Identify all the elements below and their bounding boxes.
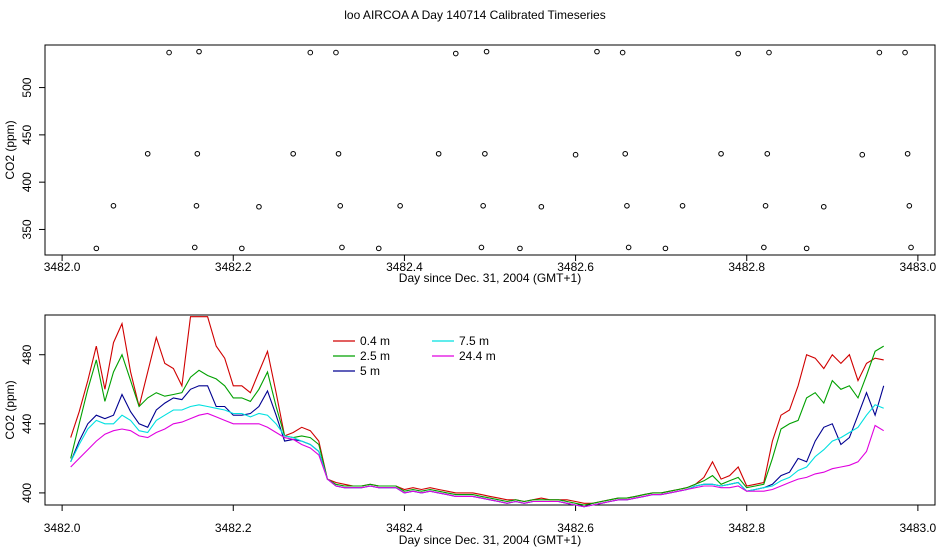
data-point xyxy=(193,203,200,209)
plot-panel-2: 0.4 m2.5 m5 m 7.5 m24.4 m xyxy=(39,314,936,511)
legend-label: 7.5 m xyxy=(459,334,489,348)
data-point xyxy=(662,245,669,252)
x-tick-label: 3482.4 xyxy=(386,260,423,274)
y-axis-label: CO2 (ppm) xyxy=(3,380,17,439)
series-line-2 xyxy=(70,345,884,506)
data-point xyxy=(904,150,911,157)
legend-label: 2.5 m xyxy=(360,349,390,363)
x-axis-label: Day since Dec. 31, 2004 (GMT+1) xyxy=(399,533,581,547)
data-point xyxy=(902,49,908,56)
x-tick-label: 3483.0 xyxy=(900,521,937,535)
data-point xyxy=(762,203,769,209)
data-point xyxy=(375,245,382,252)
legend-label: 5 m xyxy=(360,364,380,378)
data-point xyxy=(93,245,100,252)
data-point xyxy=(191,244,198,251)
x-tick-label: 3482.6 xyxy=(557,260,594,274)
y-axis-label: CO2 (ppm) xyxy=(3,120,17,179)
legend: 0.4 m2.5 m5 m 7.5 m24.4 m xyxy=(333,334,496,378)
y-tick-label: 450 xyxy=(20,125,34,145)
data-point xyxy=(480,203,486,209)
x-tick-label: 3482.2 xyxy=(215,260,252,274)
y-tick-label: 400 xyxy=(20,483,34,503)
series-line-1 xyxy=(70,316,884,504)
y-tick-label: 400 xyxy=(20,172,34,192)
x-tick-label: 3482.6 xyxy=(557,521,594,535)
x-tick-label: 3482.8 xyxy=(728,260,765,274)
series-line-5 xyxy=(70,412,884,508)
plot-frame xyxy=(44,314,936,506)
data-point xyxy=(735,50,741,57)
data-point xyxy=(239,245,245,252)
data-point xyxy=(859,151,866,158)
data-point xyxy=(166,49,172,56)
x-tick-label: 3482.4 xyxy=(386,521,423,535)
legend-label: 24.4 m xyxy=(459,349,496,363)
data-point xyxy=(679,203,686,209)
data-point xyxy=(478,244,485,251)
data-point xyxy=(110,203,117,209)
x-axis-label: Day since Dec. 31, 2004 (GMT+1) xyxy=(399,271,581,285)
y-tick-label: 350 xyxy=(20,219,34,239)
data-point xyxy=(820,203,827,210)
y-tick-label: 440 xyxy=(20,413,34,433)
data-point xyxy=(876,49,883,56)
x-tick-label: 3482.8 xyxy=(728,521,765,535)
x-tick-label: 3482.0 xyxy=(44,260,81,274)
data-point xyxy=(764,150,771,157)
data-point xyxy=(619,49,626,56)
plot-frame xyxy=(44,44,936,256)
data-point xyxy=(517,245,523,252)
data-point xyxy=(718,150,724,157)
legend-label: 0.4 m xyxy=(360,334,390,348)
data-point xyxy=(538,203,545,210)
data-point xyxy=(624,203,630,209)
data-point xyxy=(625,244,632,251)
data-point xyxy=(333,49,339,56)
data-point xyxy=(337,203,344,209)
x-tick-label: 3483.0 xyxy=(900,260,937,274)
data-point xyxy=(435,150,442,157)
data-point xyxy=(339,244,345,251)
data-point xyxy=(196,48,202,55)
data-point xyxy=(307,49,314,56)
data-point xyxy=(452,50,459,57)
data-point xyxy=(761,244,767,251)
x-tick-label: 3482.0 xyxy=(44,521,81,535)
data-point xyxy=(594,48,600,55)
data-point xyxy=(908,244,914,251)
data-point xyxy=(483,48,490,55)
data-point xyxy=(572,151,579,158)
data-point xyxy=(803,245,810,252)
data-point xyxy=(290,150,296,157)
data-point xyxy=(622,150,629,157)
data-point xyxy=(482,150,488,157)
x-tick-label: 3482.2 xyxy=(215,521,252,535)
data-point xyxy=(335,150,342,157)
y-tick-label: 500 xyxy=(20,77,34,97)
y-tick-label: 480 xyxy=(20,344,34,364)
figure-title: loo AIRCOA A Day 140714 Calibrated Times… xyxy=(344,8,606,22)
data-point xyxy=(906,203,913,209)
data-point xyxy=(144,150,151,157)
data-point xyxy=(766,49,772,56)
data-point xyxy=(194,150,201,157)
data-point xyxy=(397,203,403,209)
data-point xyxy=(256,203,262,210)
plot-panel-1 xyxy=(39,44,936,261)
